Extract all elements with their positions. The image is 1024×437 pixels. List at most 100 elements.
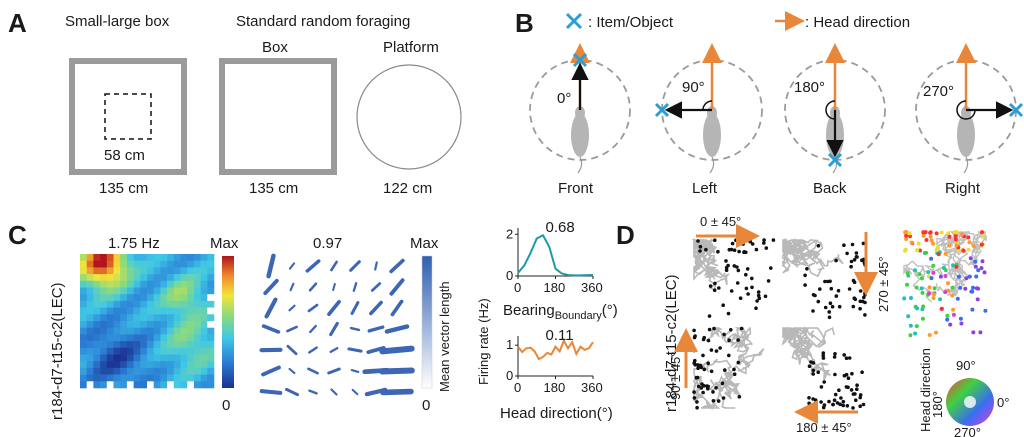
rate-bin <box>126 260 134 268</box>
rate-bin <box>126 334 134 342</box>
spike <box>828 301 833 306</box>
rate-bin <box>133 314 141 322</box>
rate-bin <box>133 267 141 275</box>
firing-rate-ylabel: Firing rate (Hz) <box>476 298 491 385</box>
spike <box>698 244 703 249</box>
rate-bin <box>167 341 175 349</box>
rate-bin <box>113 274 121 282</box>
inner-box <box>104 93 152 140</box>
rate-bin <box>167 347 175 355</box>
rate-bin <box>167 334 175 342</box>
legend-item-label: : Item/Object <box>588 14 674 31</box>
spike <box>851 278 856 283</box>
spike <box>702 384 706 388</box>
rate-bin <box>200 300 208 308</box>
rate-bin <box>153 367 161 375</box>
rate-bin <box>80 321 87 328</box>
spike <box>845 251 849 256</box>
spike <box>858 404 862 409</box>
rate-bin <box>153 254 161 261</box>
rate-bin <box>200 341 208 349</box>
spike <box>744 286 749 291</box>
spike <box>811 293 816 297</box>
spike <box>741 242 745 246</box>
rate-bin <box>147 267 154 275</box>
rate-bin <box>80 334 87 342</box>
spike <box>766 279 771 283</box>
spike <box>727 247 732 252</box>
rate-bin <box>200 334 208 342</box>
rate-bin <box>126 327 134 335</box>
spike <box>863 293 867 297</box>
rate-bin <box>193 260 201 268</box>
colorbar-max: Max <box>210 235 239 252</box>
colored-spike <box>906 314 911 319</box>
colored-spike <box>980 259 985 264</box>
rate-bin <box>153 327 161 335</box>
dir-right-label: 270 ± 45° <box>876 256 891 312</box>
spike <box>702 367 707 372</box>
spike <box>727 353 731 358</box>
rate-bin <box>113 300 121 308</box>
spike <box>805 267 809 271</box>
rate-bin <box>113 341 121 349</box>
colored-spike <box>958 316 963 321</box>
rate-bin <box>120 354 128 362</box>
spike <box>696 366 700 371</box>
colored-spike <box>971 285 975 290</box>
item-legend-icon <box>565 12 583 30</box>
vector-arrow <box>288 367 296 375</box>
size-mid: 135 cm <box>249 180 298 197</box>
colored-spike <box>951 263 955 268</box>
rate-bin <box>180 307 188 315</box>
rate-bin <box>173 321 181 328</box>
rate-bin <box>187 254 195 261</box>
rate-bin <box>173 274 181 282</box>
colored-spike <box>946 281 950 286</box>
vector-arrow <box>379 367 415 375</box>
vector-arrow <box>307 367 319 375</box>
rate-bin <box>200 314 208 322</box>
colored-spike <box>927 333 932 337</box>
colorbar-min: 0 <box>222 397 230 414</box>
rate-bin <box>86 334 94 342</box>
spike <box>709 348 714 352</box>
rate-bin <box>113 314 121 322</box>
rate-bin <box>80 280 87 288</box>
spike <box>853 392 857 396</box>
rate-bin <box>126 374 134 382</box>
unvisited-bin <box>187 381 194 389</box>
rate-bin <box>187 300 195 308</box>
rate-bin <box>86 254 94 261</box>
rate-bin <box>93 294 101 302</box>
rate-bin <box>173 341 181 349</box>
rate-bin <box>106 354 114 362</box>
rate-bin <box>100 254 108 261</box>
rate-bin <box>80 381 87 389</box>
rate-bin <box>153 307 161 315</box>
spike <box>696 384 701 389</box>
rate-bin <box>80 274 87 282</box>
rat-body <box>957 113 975 157</box>
colored-spike <box>904 237 909 241</box>
rate-bin <box>207 314 215 322</box>
spike <box>807 364 812 369</box>
spike <box>750 285 754 290</box>
rate-bin <box>160 341 168 349</box>
trajectory <box>781 326 835 381</box>
rate-bin <box>80 307 87 315</box>
rate-bin <box>167 294 175 302</box>
rate-bin <box>140 294 148 302</box>
rate-bin <box>187 314 195 322</box>
rate-bin <box>160 367 168 375</box>
rate-bin <box>147 307 154 315</box>
panel-label-a: A <box>8 8 27 38</box>
rate-bin <box>113 287 121 295</box>
spike <box>858 393 863 397</box>
spike <box>702 335 706 340</box>
vector-arrow <box>286 344 298 356</box>
rate-bin <box>100 314 108 322</box>
rate-bin <box>106 367 114 375</box>
rate-bin <box>140 334 148 342</box>
spike <box>852 296 857 301</box>
